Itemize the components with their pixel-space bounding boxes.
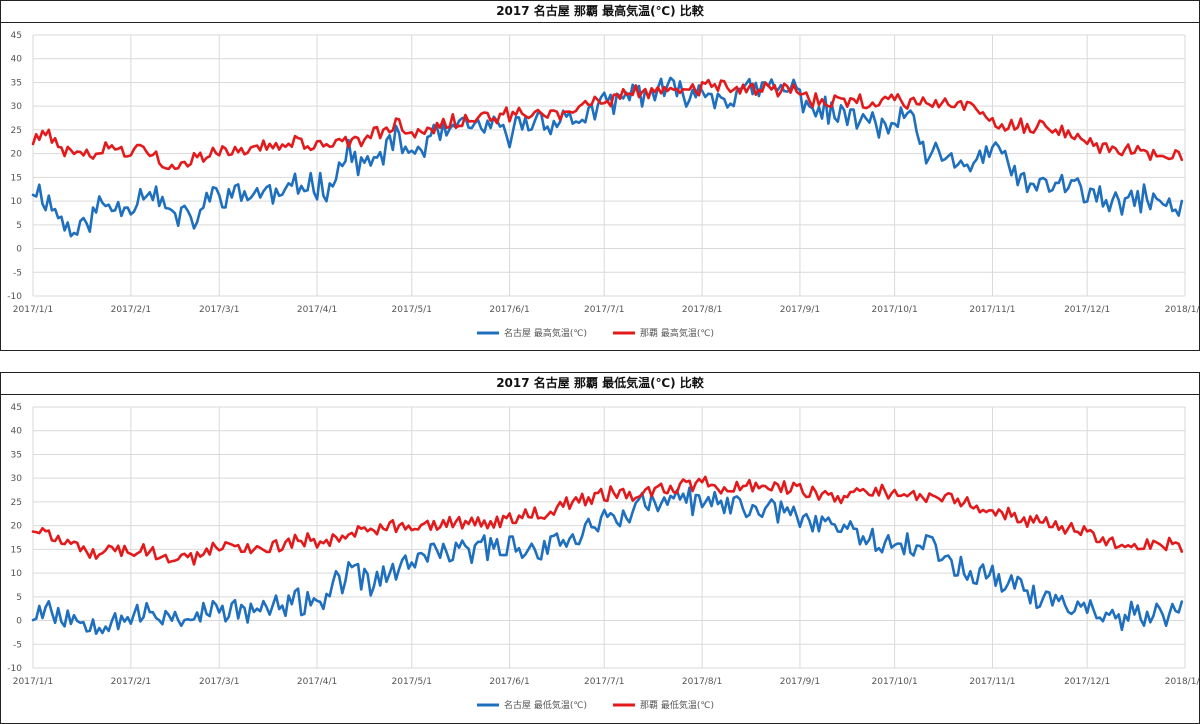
x-tick-label: 2017/4/1 [297, 677, 337, 687]
y-tick-label: -10 [7, 292, 22, 302]
y-tick-label: 30 [11, 474, 23, 484]
x-tick-label: 2017/11/1 [969, 305, 1015, 315]
y-tick-label: 45 [11, 403, 22, 413]
x-tick-label: 2017/4/1 [297, 305, 337, 315]
y-tick-label: 25 [11, 126, 22, 136]
x-tick-label: 2017/8/1 [682, 677, 722, 687]
y-tick-label: 20 [11, 522, 23, 532]
x-tick-label: 2017/6/1 [489, 677, 529, 687]
series-line-nagoya [31, 486, 1184, 635]
y-tick-label: 5 [16, 221, 22, 231]
x-tick-label: 2017/9/1 [780, 677, 820, 687]
x-tick-label: 2017/8/1 [682, 305, 722, 315]
y-tick-label: 15 [11, 545, 22, 555]
chart-title: 2017 名古屋 那覇 最低気温(℃) 比較 [1, 373, 1199, 395]
x-tick-label: 2017/5/1 [392, 677, 432, 687]
y-tick-label: 20 [11, 150, 23, 160]
x-tick-label: 2017/2/1 [111, 305, 151, 315]
legend-label: 名古屋 最低気温(℃) [504, 699, 587, 711]
min-temp-chart-panel: 2017 名古屋 那覇 最低気温(℃) 比較 -10 -5 0 5 10 15 20 25 30… [0, 372, 1200, 724]
x-tick-label: 2017/11/1 [969, 677, 1015, 687]
grid [32, 406, 1186, 669]
x-tick-label: 2017/12/1 [1064, 677, 1110, 687]
y-tick-label: 15 [11, 173, 22, 183]
y-tick-label: 5 [16, 593, 22, 603]
legend-label: 那覇 最高気温(℃) [640, 327, 714, 339]
x-tick-label: 2017/2/1 [111, 677, 151, 687]
series-line-naha [31, 475, 1184, 566]
y-tick-label: -5 [13, 268, 22, 278]
x-tick-label: 2018/1/1 [1165, 305, 1200, 315]
max-temp-chart-panel: 2017 名古屋 那覇 最高気温(℃) 比較 -10 -5 0 5 10 15 20 25 30… [0, 0, 1200, 351]
y-tick-label: -5 [13, 640, 22, 650]
grid [32, 34, 1186, 297]
y-tick-label: 40 [11, 427, 23, 437]
y-tick-label: 30 [11, 102, 23, 112]
x-tick-label: 2017/10/1 [872, 305, 918, 315]
y-tick-label: 45 [11, 31, 22, 41]
y-tick-label: 25 [11, 498, 22, 508]
legend-label: 名古屋 最高気温(℃) [504, 327, 587, 339]
x-tick-label: 2017/7/1 [584, 677, 624, 687]
x-tick-label: 2017/9/1 [780, 305, 820, 315]
x-tick-label: 2017/10/1 [872, 677, 918, 687]
max-temp-chart: -10 -5 0 5 10 15 20 25 30 35 40 45 2017/1/1 2017/2/1 2… [7, 31, 1200, 339]
x-tick-label: 2017/5/1 [392, 305, 432, 315]
x-tick-label: 2017/12/1 [1064, 305, 1110, 315]
chart-title: 2017 名古屋 那覇 最高気温(℃) 比較 [1, 1, 1199, 23]
y-tick-label: 10 [11, 197, 23, 207]
x-tick-label: 2018/1/1 [1165, 677, 1200, 687]
legend: 名古屋 最低気温(℃) 那覇 最低気温(℃) [477, 699, 714, 711]
y-tick-label: 0 [16, 617, 22, 627]
y-tick-label: 35 [11, 78, 22, 88]
min-temp-chart: -10 -5 0 5 10 15 20 25 30 35 40 45 2017/1/1 2017/2/1 2… [7, 403, 1200, 711]
x-tick-label: 2017/6/1 [489, 305, 529, 315]
x-tick-label: 2017/7/1 [584, 305, 624, 315]
y-tick-label: -10 [7, 664, 22, 674]
y-tick-label: 10 [11, 569, 23, 579]
y-tick-label: 40 [11, 55, 23, 65]
legend-label: 那覇 最低気温(℃) [640, 699, 714, 711]
x-tick-label: 2017/3/1 [199, 677, 239, 687]
legend: 名古屋 最高気温(℃) 那覇 最高気温(℃) [477, 327, 714, 339]
x-tick-label: 2017/3/1 [199, 305, 239, 315]
x-tick-label: 2017/1/1 [13, 677, 53, 687]
series-line-naha [31, 78, 1184, 171]
y-tick-label: 0 [16, 245, 22, 255]
y-tick-label: 35 [11, 450, 22, 460]
x-tick-label: 2017/1/1 [13, 305, 53, 315]
